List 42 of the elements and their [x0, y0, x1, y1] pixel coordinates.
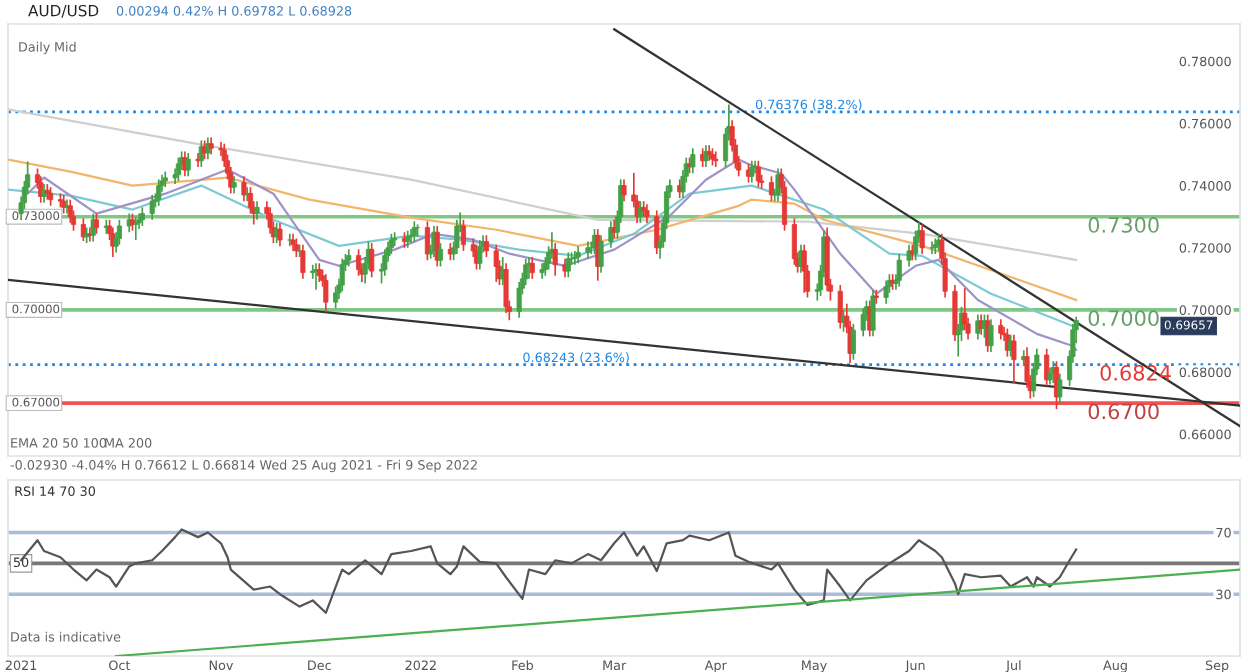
candlestick: [552, 242, 558, 277]
candlestick: [988, 318, 994, 353]
candlestick: [369, 242, 375, 279]
candlestick: [477, 239, 483, 271]
candlestick: [654, 209, 660, 255]
candlestick: [860, 307, 866, 338]
candlestick: [529, 256, 535, 280]
candlestick: [267, 206, 273, 235]
candlestick: [801, 243, 807, 294]
candlestick: [598, 234, 604, 274]
candlestick: [493, 243, 499, 283]
candlestick: [454, 218, 460, 255]
candlestick: [791, 217, 797, 266]
line-series: [8, 108, 1078, 261]
candlestick: [503, 262, 509, 314]
candlestick: [254, 200, 260, 221]
candlestick: [1011, 333, 1017, 384]
candlestick: [919, 223, 925, 255]
candlestick: [621, 178, 627, 202]
ref-line-label: 0.6700: [1088, 403, 1159, 420]
candlestick: [382, 248, 388, 277]
candlestick: [339, 257, 345, 293]
ref-line-label: 0.7000: [1088, 310, 1159, 327]
candlestick: [713, 150, 719, 168]
candlestick: [952, 284, 958, 342]
candlestick: [562, 257, 568, 279]
candlestick: [437, 242, 444, 268]
candlestick: [93, 212, 100, 235]
ref-line-label: 0.7300: [1088, 217, 1159, 233]
candlestick: [883, 279, 889, 305]
candlestick: [516, 281, 522, 319]
candlestick: [48, 186, 54, 207]
candlestick: [837, 284, 843, 330]
candlestick: [434, 225, 440, 268]
candlestick: [185, 152, 191, 178]
candlestick: [644, 203, 650, 224]
candlestick: [38, 175, 44, 204]
candlestick: [962, 287, 968, 331]
candlestick: [896, 253, 902, 288]
line-series: [8, 158, 1078, 302]
candlestick: [133, 215, 139, 241]
candlestick: [277, 222, 283, 248]
